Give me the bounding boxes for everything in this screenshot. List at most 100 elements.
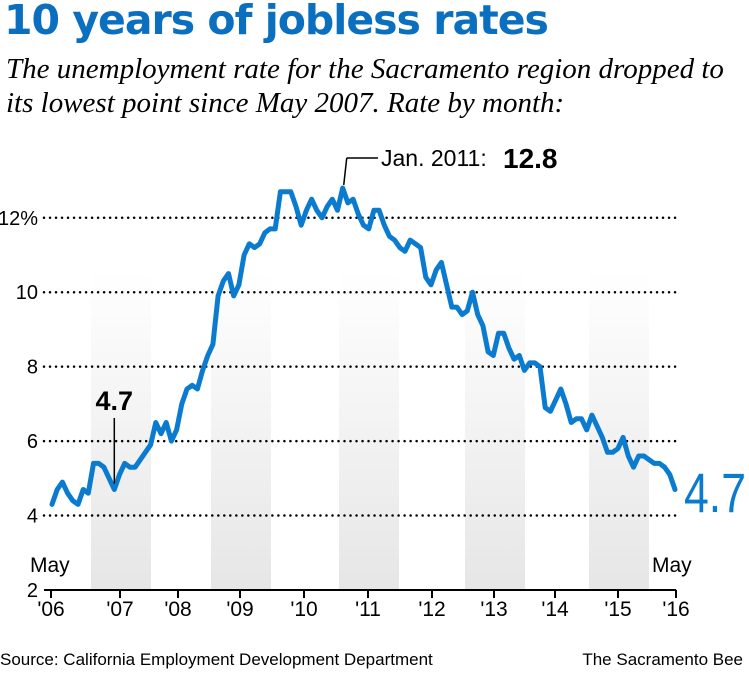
data-point (259, 243, 261, 245)
data-point (591, 414, 593, 416)
data-point (399, 247, 401, 249)
data-point (160, 433, 162, 435)
x-axis: '06 '07 '08 '09 '10 '11 '12 '13 '14 '15 '16 May May (30, 554, 692, 621)
data-point (596, 425, 598, 427)
data-point (466, 310, 468, 312)
shaded-year-band (211, 270, 271, 590)
data-point (383, 224, 385, 226)
data-point (92, 462, 95, 464)
y-tick-label: 10 (16, 282, 38, 304)
x-end-label: May (652, 554, 692, 577)
x-tick-label: '07 (106, 598, 133, 621)
data-point (425, 276, 427, 278)
data-point (269, 228, 271, 230)
y-axis-labels: 2 4 6 8 10 12% (0, 208, 38, 602)
data-point (388, 235, 391, 237)
data-point (347, 202, 349, 204)
data-point (253, 247, 256, 249)
data-point (378, 209, 380, 211)
latest-rate-label: 4.7 (684, 461, 746, 524)
data-point (638, 455, 640, 457)
data-point (394, 239, 396, 241)
data-point (67, 492, 69, 494)
data-point (653, 462, 655, 464)
data-point (77, 503, 79, 505)
data-point (487, 351, 489, 353)
x-tick-label: '15 (604, 598, 631, 621)
data-point (129, 466, 131, 468)
data-point (56, 488, 58, 491)
data-point (207, 354, 209, 357)
data-point (570, 421, 572, 424)
data-point (113, 488, 115, 491)
y-tick-label: 12% (0, 208, 38, 230)
data-point (300, 224, 302, 226)
data-point (617, 448, 619, 450)
data-point (534, 362, 536, 364)
data-point (238, 284, 240, 286)
data-point (321, 217, 323, 219)
data-point (118, 474, 121, 476)
data-point (440, 261, 442, 263)
data-point (674, 488, 676, 491)
gridlines (42, 216, 678, 591)
data-point (336, 209, 339, 211)
data-point (529, 362, 531, 364)
data-point (326, 206, 328, 208)
chart-subtitle: The unemployment rate for the Sacramento… (6, 53, 724, 119)
peak-leader-tail (342, 157, 348, 186)
data-point (612, 451, 614, 453)
data-point (627, 455, 629, 457)
peak-label: Jan. 2011: (381, 145, 487, 171)
data-point (622, 436, 624, 438)
x-tick-label: '16 (662, 598, 689, 621)
unemployment-line-chart: 2 4 6 8 10 12% '06 '07 '08 '09 '10 '11 '12 '13 '14 '15… (0, 143, 746, 621)
source-note: Source: California Employment Developmen… (0, 650, 433, 669)
data-point (477, 314, 479, 316)
data-point (523, 369, 526, 371)
data-point (108, 477, 110, 479)
data-point (658, 462, 661, 464)
y-tick-label: 6 (27, 431, 38, 453)
data-point (124, 462, 126, 464)
data-point (648, 459, 650, 461)
data-point (451, 306, 453, 308)
x-tick-label: '10 (290, 598, 317, 621)
data-point (539, 366, 541, 368)
min-2007-label: 4.7 (96, 386, 134, 416)
data-point (98, 462, 100, 464)
data-point (227, 273, 230, 275)
x-tick-label: '11 (355, 598, 381, 621)
x-tick-label: '12 (418, 598, 445, 621)
data-point (331, 198, 333, 200)
data-point (155, 421, 157, 424)
data-point (565, 403, 567, 405)
data-point (103, 466, 105, 468)
data-point (373, 209, 375, 211)
publisher-credit: The Sacramento Bee (582, 650, 743, 669)
data-point (196, 388, 198, 390)
data-point (560, 388, 562, 390)
data-point (285, 191, 287, 193)
data-point (170, 440, 172, 442)
data-point (492, 354, 494, 357)
data-point (368, 228, 370, 230)
data-point (555, 399, 557, 401)
data-point (150, 444, 152, 446)
data-point (342, 187, 344, 189)
data-point (176, 429, 178, 431)
shaded-year-band (339, 270, 399, 590)
data-point (461, 314, 463, 316)
data-point (513, 358, 515, 360)
data-point (632, 466, 635, 468)
data-point (191, 384, 193, 386)
data-point (430, 284, 432, 286)
x-tick-label: '09 (226, 598, 253, 621)
data-point (202, 369, 204, 371)
data-point (316, 209, 318, 211)
x-tick-label: '14 (541, 598, 569, 621)
data-point (508, 347, 510, 349)
data-point (446, 284, 448, 286)
data-point (497, 332, 500, 334)
data-point (295, 206, 297, 208)
